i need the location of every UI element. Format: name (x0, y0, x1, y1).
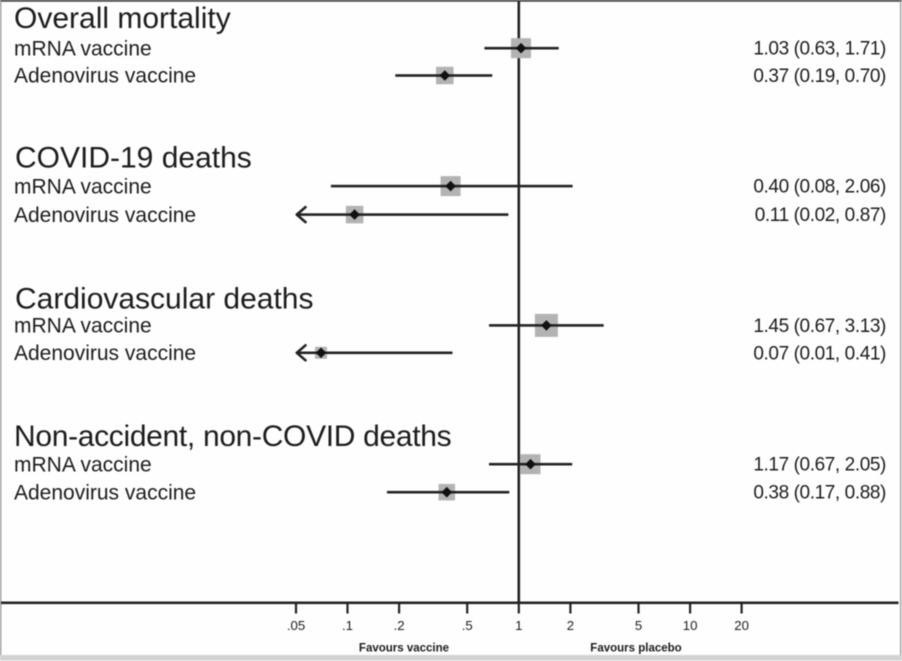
svg-text:0.07 (0.01, 0.41): 0.07 (0.01, 0.41) (753, 343, 886, 364)
svg-text:10: 10 (683, 618, 698, 633)
svg-text:.2: .2 (394, 618, 405, 633)
svg-text:mRNA vaccine: mRNA vaccine (14, 175, 152, 198)
svg-text:mRNA vaccine: mRNA vaccine (14, 37, 152, 60)
svg-text:1.45 (0.67, 3.13): 1.45 (0.67, 3.13) (753, 316, 886, 337)
svg-text:Adenovirus vaccine: Adenovirus vaccine (14, 65, 196, 88)
svg-text:mRNA vaccine: mRNA vaccine (14, 315, 152, 338)
svg-text:mRNA vaccine: mRNA vaccine (14, 453, 152, 476)
svg-text:Adenovirus vaccine: Adenovirus vaccine (14, 481, 196, 504)
svg-text:Non-accident, non-COVID deaths: Non-accident, non-COVID deaths (14, 420, 451, 453)
svg-text:0.37 (0.19, 0.70): 0.37 (0.19, 0.70) (753, 66, 886, 87)
svg-text:.5: .5 (462, 618, 473, 633)
svg-text:COVID-19 deaths: COVID-19 deaths (15, 142, 252, 175)
svg-text:Adenovirus vaccine: Adenovirus vaccine (14, 204, 196, 227)
svg-text:2: 2 (567, 618, 574, 633)
svg-text:Cardiovascular deaths: Cardiovascular deaths (15, 283, 314, 316)
svg-text:.05: .05 (287, 618, 305, 633)
svg-text:0.11 (0.02, 0.87): 0.11 (0.02, 0.87) (755, 205, 886, 226)
svg-text:1.17 (0.67, 2.05): 1.17 (0.67, 2.05) (753, 455, 886, 476)
svg-text:0.38 (0.17, 0.88): 0.38 (0.17, 0.88) (753, 483, 886, 504)
svg-text:Adenovirus vaccine: Adenovirus vaccine (14, 342, 196, 365)
svg-text:Favours placebo: Favours placebo (590, 643, 681, 655)
svg-text:.1: .1 (342, 618, 353, 633)
svg-text:1: 1 (515, 618, 522, 633)
svg-text:1.03 (0.63, 1.71): 1.03 (0.63, 1.71) (753, 39, 886, 60)
svg-text:Favours vaccine: Favours vaccine (359, 643, 449, 655)
svg-text:5: 5 (635, 618, 642, 633)
svg-text:Overall mortality: Overall mortality (14, 2, 231, 35)
svg-text:0.40 (0.08, 2.06): 0.40 (0.08, 2.06) (753, 177, 886, 198)
svg-text:20: 20 (734, 618, 749, 633)
